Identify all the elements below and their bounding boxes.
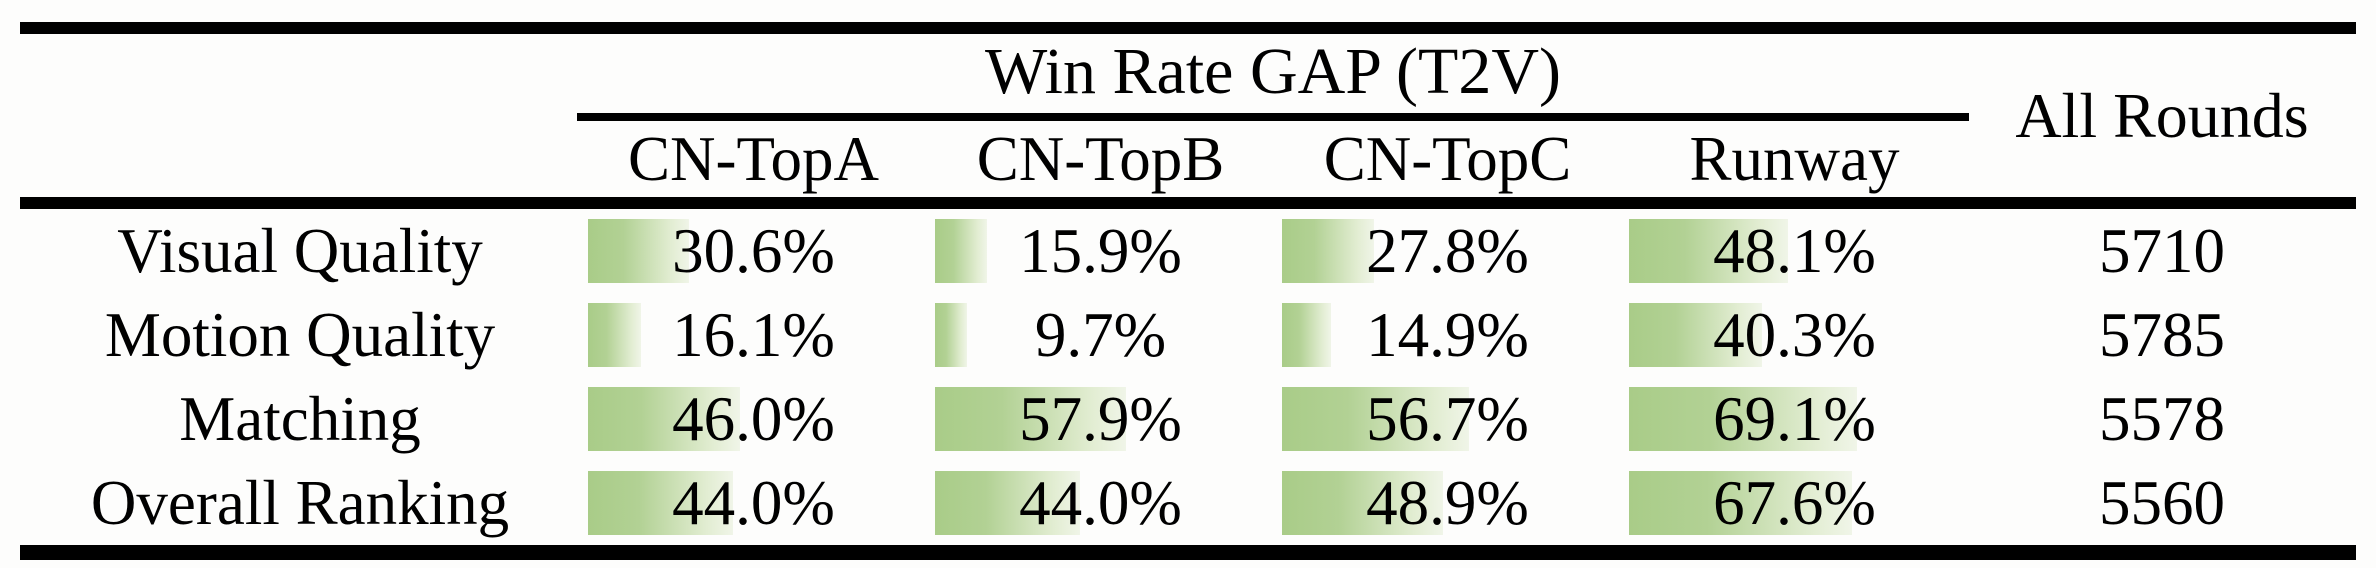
bar-track xyxy=(935,219,1265,283)
win-rate-bar xyxy=(935,303,967,367)
bar-track xyxy=(588,219,918,283)
win-rate-value: 69.1% xyxy=(1713,383,1876,454)
all-rounds-column-header: All Rounds xyxy=(2015,79,2309,151)
win-rate-cell: 27.8% xyxy=(1274,209,1621,293)
win-rate-value: 67.6% xyxy=(1713,467,1876,538)
column-header-cn-topa: CN-TopA xyxy=(627,123,880,194)
win-rate-cell: 9.7% xyxy=(927,293,1274,377)
win-rate-bar xyxy=(1629,303,1762,367)
win-rate-value: 14.9% xyxy=(1366,299,1529,370)
bar-track xyxy=(588,303,918,367)
column-header-cn-topc: CN-TopC xyxy=(1323,123,1572,194)
win-rate-cell: 48.1% xyxy=(1621,209,1968,293)
column-header-cn-topb: CN-TopB xyxy=(976,123,1225,194)
win-rate-value: 44.0% xyxy=(672,467,835,538)
row-label: Matching xyxy=(179,383,421,454)
bar-track xyxy=(1629,219,1959,283)
header-separator-rule xyxy=(20,197,2356,209)
win-rate-cell: 44.0% xyxy=(580,461,927,545)
table-row: Motion Quality 16.1% 9.7% 14.9% 40.3% 5785 xyxy=(20,293,2356,377)
bar-track xyxy=(1629,303,1959,367)
win-rate-bar xyxy=(588,471,734,535)
win-rate-cell: 15.9% xyxy=(927,209,1274,293)
win-rate-value: 48.9% xyxy=(1366,467,1529,538)
bar-track xyxy=(588,387,918,451)
win-rate-value: 40.3% xyxy=(1713,299,1876,370)
group-header-win-rate-gap: Win Rate GAP (T2V) xyxy=(985,35,1561,108)
all-rounds-value: 5560 xyxy=(2099,467,2225,538)
bar-track xyxy=(935,471,1265,535)
win-rate-bar xyxy=(588,387,740,451)
table-top-rule xyxy=(20,22,2356,34)
win-rate-cell: 44.0% xyxy=(927,461,1274,545)
row-label: Visual Quality xyxy=(117,215,483,286)
column-header-runway: Runway xyxy=(1689,123,1900,194)
win-rate-value: 44.0% xyxy=(1019,467,1182,538)
win-rate-bar xyxy=(1282,303,1332,367)
win-rate-cell: 67.6% xyxy=(1621,461,1968,545)
row-label: Overall Ranking xyxy=(90,467,510,538)
win-rate-value: 48.1% xyxy=(1713,215,1876,286)
win-rate-cell: 40.3% xyxy=(1621,293,1968,377)
win-rate-value: 16.1% xyxy=(672,299,835,370)
win-rate-value: 30.6% xyxy=(672,215,835,286)
table-row: Visual Quality 30.6% 15.9% 27.8% 48.1% 5710 xyxy=(20,209,2356,293)
win-rate-bar xyxy=(1282,471,1444,535)
win-rate-bar xyxy=(588,219,689,283)
bar-track xyxy=(1282,471,1612,535)
win-rate-value: 46.0% xyxy=(672,383,835,454)
win-rate-cell: 16.1% xyxy=(580,293,927,377)
win-rate-cell: 30.6% xyxy=(580,209,927,293)
bar-track xyxy=(1282,387,1612,451)
win-rate-bar xyxy=(1629,219,1788,283)
win-rate-value: 9.7% xyxy=(1034,299,1167,370)
win-rate-bar xyxy=(1629,387,1858,451)
win-rate-cell: 48.9% xyxy=(1274,461,1621,545)
win-rate-cell: 69.1% xyxy=(1621,377,1968,461)
bar-track xyxy=(1282,303,1612,367)
bar-track xyxy=(935,387,1265,451)
bar-track xyxy=(1629,387,1959,451)
win-rate-bar xyxy=(935,219,988,283)
group-header-underline-rule xyxy=(577,113,1969,121)
win-rate-bar xyxy=(935,387,1127,451)
bar-track xyxy=(588,471,918,535)
win-rate-cell: 46.0% xyxy=(580,377,927,461)
bar-track xyxy=(1629,471,1959,535)
win-rate-cell: 57.9% xyxy=(927,377,1274,461)
bar-track xyxy=(935,303,1265,367)
table-row: Matching 46.0% 57.9% 56.7% 69.1% 5578 xyxy=(20,377,2356,461)
table-bottom-rule xyxy=(20,545,2356,560)
all-rounds-value: 5710 xyxy=(2099,215,2225,286)
win-rate-value: 15.9% xyxy=(1019,215,1182,286)
win-rate-bar xyxy=(588,303,642,367)
all-rounds-value: 5785 xyxy=(2099,299,2225,370)
table-row: Overall Ranking 44.0% 44.0% 48.9% 67.6% 5560 xyxy=(20,461,2356,545)
bar-track xyxy=(1282,219,1612,283)
win-rate-bar xyxy=(1629,471,1853,535)
win-rate-bar xyxy=(935,471,1081,535)
win-rate-value: 56.7% xyxy=(1366,383,1529,454)
win-rate-cell: 56.7% xyxy=(1274,377,1621,461)
row-label: Motion Quality xyxy=(104,299,496,370)
win-rate-bar xyxy=(1282,219,1374,283)
win-rate-value: 57.9% xyxy=(1019,383,1182,454)
all-rounds-value: 5578 xyxy=(2099,383,2225,454)
win-rate-value: 27.8% xyxy=(1366,215,1529,286)
column-headers-row: CN-TopA CN-TopB CN-TopC Runway xyxy=(580,121,1968,197)
win-rate-bar xyxy=(1282,387,1470,451)
win-rate-cell: 14.9% xyxy=(1274,293,1621,377)
table-body: Visual Quality 30.6% 15.9% 27.8% 48.1% 5710 Mo… xyxy=(20,209,2356,545)
